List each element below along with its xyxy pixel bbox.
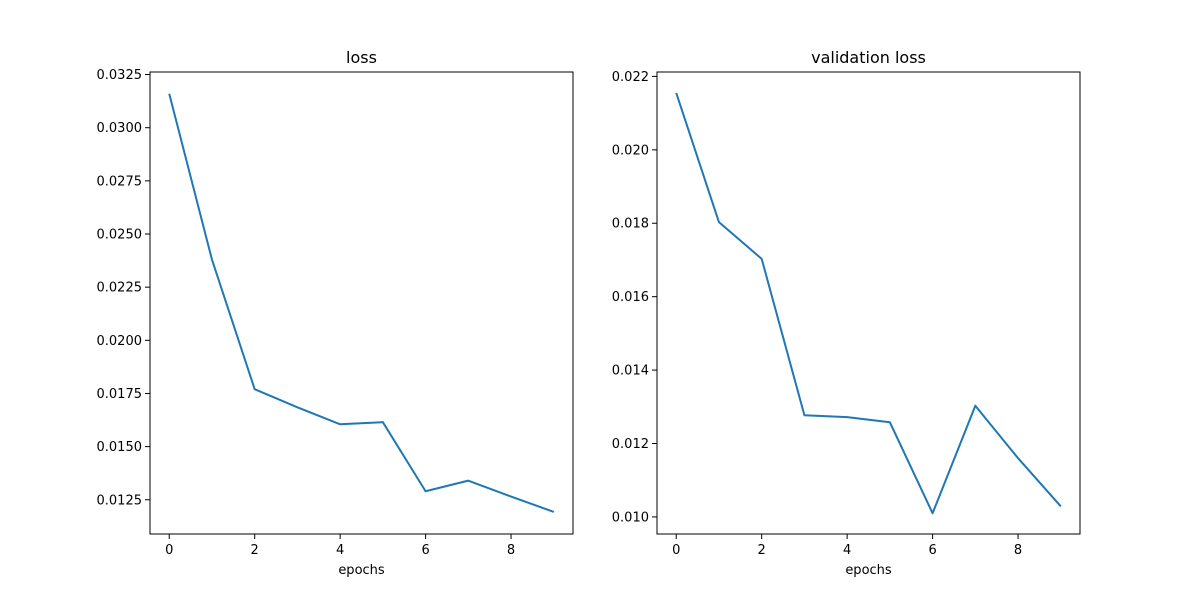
loss-chart-axes-frame <box>149 71 574 535</box>
loss-chart-series-line <box>168 93 555 513</box>
validation-loss-chart-axes-frame <box>656 71 1081 535</box>
validation-loss-chart-x-tick-label: 4 <box>843 543 851 558</box>
validation-loss-chart-y-tick-label: 0.014 <box>612 364 649 379</box>
validation-loss-chart-x-tick-label: 8 <box>1014 543 1022 558</box>
validation-loss-chart-series-line <box>675 92 1062 515</box>
loss-chart-x-tick-label: 0 <box>165 543 173 558</box>
loss-chart-x-tick-label: 8 <box>507 543 515 558</box>
validation-loss-chart-y-tick-label: 0.022 <box>612 70 649 85</box>
validation-loss-chart-x-axis-label: epochs <box>845 563 892 578</box>
loss-chart-y-tick-label: 0.0125 <box>97 493 143 508</box>
loss-chart-y-tick-label: 0.0225 <box>97 281 143 296</box>
validation-loss-chart-x-tick-label: 6 <box>928 543 936 558</box>
loss-chart: loss epochs 0 2 4 6 8 0.0125 0.0150 0.0175 0.020… <box>97 48 574 578</box>
loss-chart-y-tick-label: 0.0250 <box>97 228 143 243</box>
loss-chart-x-axis-label: epochs <box>338 563 385 578</box>
validation-loss-chart-x-tick-label: 2 <box>758 543 766 558</box>
loss-chart-x-tick-label: 4 <box>336 543 344 558</box>
validation-loss-chart-title: validation loss <box>811 48 926 67</box>
loss-chart-title: loss <box>346 48 377 67</box>
validation-loss-chart-x-tick-label: 0 <box>672 543 680 558</box>
validation-loss-chart: validation loss epochs 0 2 4 6 8 0.010 0.012 0.… <box>612 48 1081 578</box>
validation-loss-chart-y-tick-label: 0.018 <box>612 217 649 232</box>
validation-loss-chart-y-tick-label: 0.012 <box>612 437 649 452</box>
loss-chart-x-tick-label: 2 <box>251 543 259 558</box>
loss-chart-y-tick-label: 0.0150 <box>97 440 143 455</box>
loss-chart-x-tick-label: 6 <box>421 543 429 558</box>
loss-chart-y-tick-label: 0.0325 <box>97 68 143 83</box>
validation-loss-chart-y-tick-label: 0.010 <box>612 510 649 525</box>
loss-chart-y-tick-label: 0.0300 <box>97 121 143 136</box>
loss-chart-y-tick-label: 0.0275 <box>97 174 143 189</box>
loss-chart-y-tick-label: 0.0175 <box>97 387 143 402</box>
validation-loss-chart-y-tick-label: 0.020 <box>612 143 649 158</box>
loss-chart-y-tick-label: 0.0200 <box>97 334 143 349</box>
validation-loss-chart-y-tick-label: 0.016 <box>612 290 649 305</box>
